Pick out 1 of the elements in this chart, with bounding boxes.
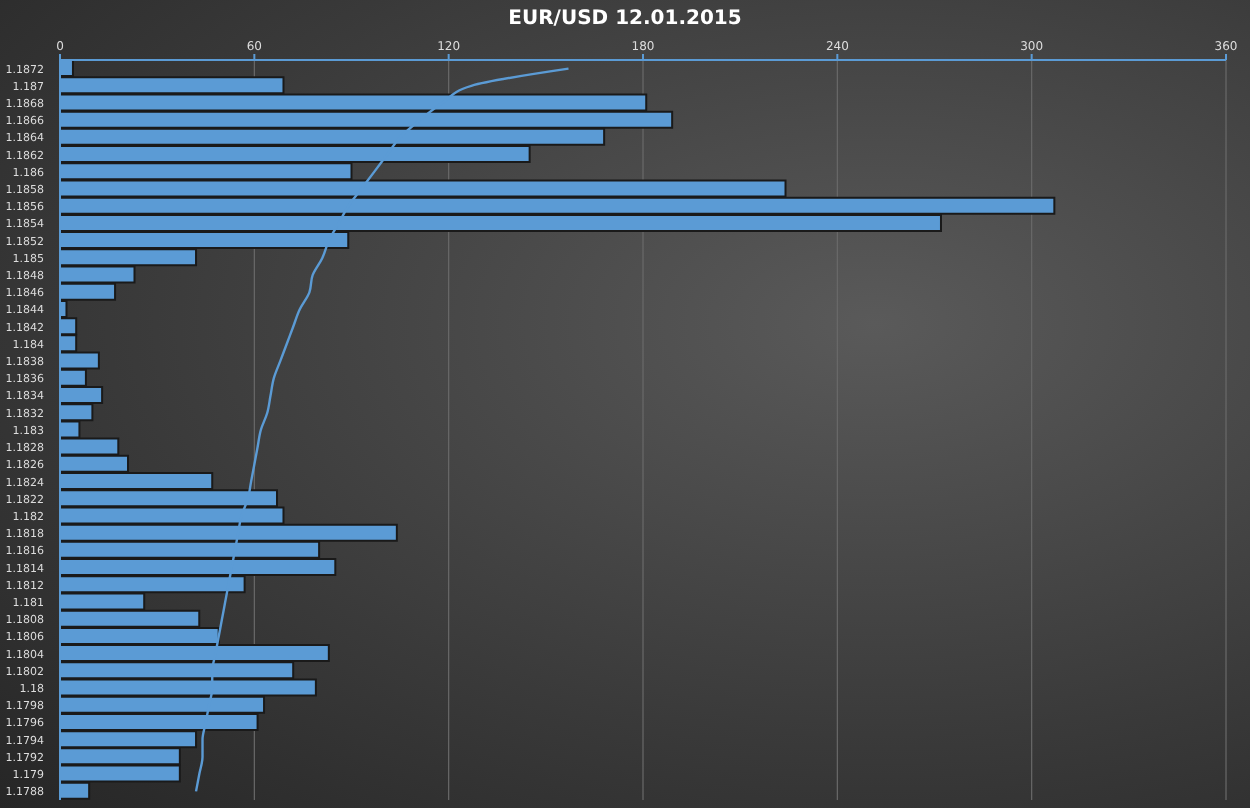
chart-title: EUR/USD 12.01.2015 [506,8,744,30]
